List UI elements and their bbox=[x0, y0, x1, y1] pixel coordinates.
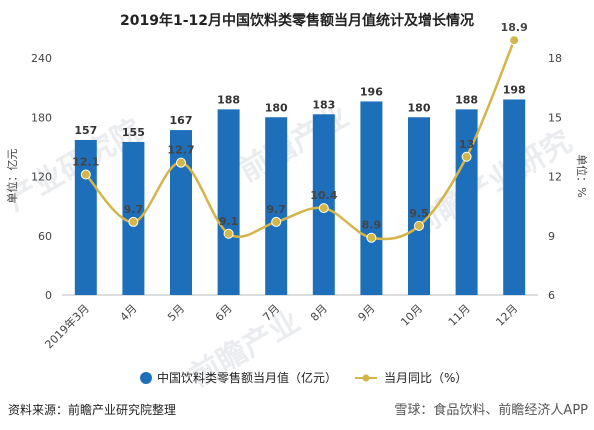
bar-value-label: 198 bbox=[503, 83, 526, 96]
left-y-tick-label: 240 bbox=[31, 52, 52, 65]
line-point bbox=[318, 203, 329, 214]
x-tick-label: 5月 bbox=[165, 302, 187, 324]
bar bbox=[455, 109, 478, 295]
bar-value-label: 196 bbox=[360, 85, 383, 98]
line-point bbox=[366, 232, 377, 243]
legend-bar-label: 中国饮料类零售额当月值（亿元） bbox=[157, 370, 337, 385]
right-y-tick-label: 18 bbox=[548, 52, 562, 65]
bar bbox=[217, 109, 240, 295]
line-value-labels: 12.1 9.7 12.7 9.1 9.7 10.4 8.9 9.5 13 18.9 bbox=[72, 21, 528, 232]
line-point bbox=[509, 35, 520, 46]
x-tick-label: 6月 bbox=[213, 302, 235, 324]
line-point bbox=[414, 220, 424, 231]
line-value-label: 12.7 bbox=[167, 144, 194, 157]
bar-value-label: 183 bbox=[312, 98, 335, 111]
left-y-axis: 0 60 120 180 240 bbox=[31, 52, 52, 302]
bar bbox=[360, 101, 383, 295]
svg-text:前瞻产业研究: 前瞻产业研究 bbox=[405, 124, 578, 244]
line-value-label: 13 bbox=[459, 138, 474, 151]
legend-bar-swatch-icon bbox=[140, 372, 152, 384]
line-value-label: 9.7 bbox=[124, 203, 144, 216]
x-tick-label: 2019年3月 bbox=[42, 301, 92, 351]
line-point bbox=[461, 151, 472, 162]
left-y-tick-label: 0 bbox=[45, 289, 52, 302]
bar-value-label: 180 bbox=[265, 101, 288, 114]
line-point bbox=[223, 228, 234, 239]
corner-watermark-text: 雪球：食品饮料、前瞻经济人APP bbox=[394, 402, 588, 418]
bar bbox=[408, 117, 430, 295]
line-value-label: 9.1 bbox=[219, 215, 239, 228]
bar bbox=[265, 117, 288, 295]
x-tick-label: 11月 bbox=[446, 302, 473, 329]
legend-line-label: 当月同比（%） bbox=[384, 371, 467, 385]
x-tick-label: 10月 bbox=[398, 302, 425, 329]
bar bbox=[503, 99, 526, 295]
x-tick-label: 12月 bbox=[493, 302, 520, 329]
left-y-tick-label: 60 bbox=[38, 230, 52, 243]
legend: 中国饮料类零售额当月值（亿元） 当月同比（%） bbox=[140, 370, 467, 385]
svg-text:前瞻产业: 前瞻产业 bbox=[233, 99, 354, 189]
line-point bbox=[128, 216, 139, 227]
right-y-tick-label: 15 bbox=[548, 111, 562, 124]
right-y-tick-label: 12 bbox=[548, 171, 562, 184]
line-value-label: 12.1 bbox=[72, 156, 99, 169]
left-y-axis-label: 单位：亿元 bbox=[5, 149, 19, 204]
chart-title: 2019年1-12月中国饮料类零售额当月值统计及增长情况 bbox=[120, 12, 474, 29]
bar bbox=[170, 130, 192, 295]
line-point bbox=[271, 216, 282, 227]
bar-value-label: 188 bbox=[455, 93, 478, 106]
left-y-tick-label: 180 bbox=[31, 111, 52, 124]
source-note: 资料来源：前瞻产业研究院整理 bbox=[8, 402, 176, 417]
legend-line-marker-icon bbox=[362, 374, 370, 382]
line-point bbox=[176, 157, 186, 168]
x-tick-label: 9月 bbox=[356, 302, 378, 324]
yoy-growth-line bbox=[84, 39, 516, 241]
right-y-axis-label: 单位：% bbox=[575, 154, 589, 197]
bar-value-label: 157 bbox=[74, 124, 97, 137]
bar-value-label: 188 bbox=[217, 93, 240, 106]
line-series bbox=[80, 35, 520, 243]
bar bbox=[74, 139, 97, 295]
left-y-tick-label: 120 bbox=[31, 171, 52, 184]
line-value-label: 18.9 bbox=[501, 21, 528, 34]
x-tick-label: 8月 bbox=[308, 302, 330, 324]
bar-value-label: 167 bbox=[170, 114, 193, 127]
line-value-label: 9.5 bbox=[409, 207, 429, 220]
right-y-tick-label: 9 bbox=[548, 230, 555, 243]
x-tick-label: 4月 bbox=[118, 302, 140, 324]
bar-series bbox=[74, 99, 526, 295]
bar-value-labels: 157 155 167 188 180 183 196 180 188 198 bbox=[74, 83, 525, 138]
line-value-label: 8.9 bbox=[362, 219, 382, 232]
line-point bbox=[80, 169, 91, 180]
line-value-label: 10.4 bbox=[310, 189, 337, 202]
bar-value-label: 180 bbox=[408, 101, 431, 114]
right-y-tick-label: 6 bbox=[548, 289, 555, 302]
right-y-axis: 6 9 12 15 18 bbox=[548, 52, 562, 302]
line-value-label: 9.7 bbox=[266, 203, 286, 216]
bar-value-label: 155 bbox=[122, 126, 145, 139]
